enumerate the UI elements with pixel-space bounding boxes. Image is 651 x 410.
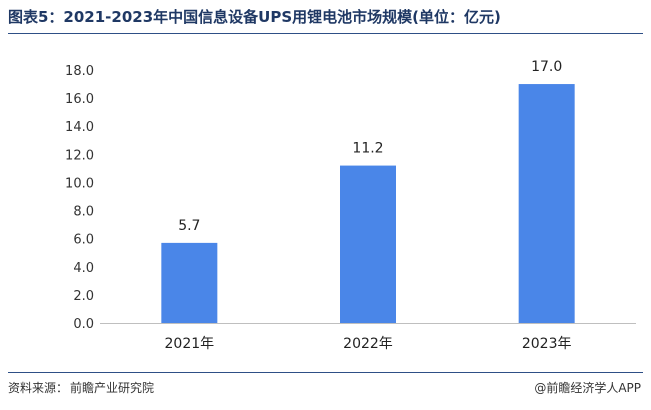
data-label: 17.0 <box>531 59 562 75</box>
y-tick-label: 2.0 <box>73 289 94 304</box>
y-axis: 0.0 2.0 4.0 6.0 8.0 10.0 12.0 14.0 16.0 18.0 <box>65 64 94 332</box>
bar-chart: 0.0 2.0 4.0 6.0 8.0 10.0 12.0 14.0 16.0 18.0 5.7 1… <box>65 59 636 352</box>
x-tick-label: 2023年 <box>522 336 572 352</box>
x-axis: 2021年 2022年 2023年 <box>100 323 636 352</box>
data-label: 5.7 <box>178 218 200 234</box>
bar <box>518 84 575 323</box>
title-divider <box>8 33 643 34</box>
chart-title: 图表5：2021-2023年中国信息设备UPS用锂电池市场规模(单位：亿元) <box>8 8 501 26</box>
footer-divider <box>8 372 643 373</box>
y-tick-label: 8.0 <box>73 205 94 220</box>
bar <box>161 242 218 323</box>
bar <box>340 165 396 323</box>
y-tick-label: 4.0 <box>73 261 94 276</box>
x-tick-label: 2022年 <box>343 336 393 352</box>
y-tick-label: 10.0 <box>65 176 94 191</box>
x-tick-label: 2021年 <box>165 336 215 352</box>
source-value: 前瞻产业研究院 <box>70 381 155 395</box>
brand-text: @前瞻经济学人APP <box>534 381 641 395</box>
y-tick-label: 16.0 <box>65 92 94 107</box>
y-tick-label: 6.0 <box>73 233 94 248</box>
data-label: 11.2 <box>352 141 383 157</box>
bar-series: 5.7 11.2 17.0 <box>161 59 575 323</box>
brand-credit: @前瞻经济学人APP <box>534 379 641 396</box>
y-tick-label: 18.0 <box>65 64 94 79</box>
source-label: 资料来源： <box>8 381 69 395</box>
y-tick-label: 14.0 <box>65 120 94 135</box>
y-tick-label: 0.0 <box>73 317 94 332</box>
source-note: 资料来源： 前瞻产业研究院 <box>8 379 154 396</box>
y-tick-label: 12.0 <box>65 148 94 163</box>
